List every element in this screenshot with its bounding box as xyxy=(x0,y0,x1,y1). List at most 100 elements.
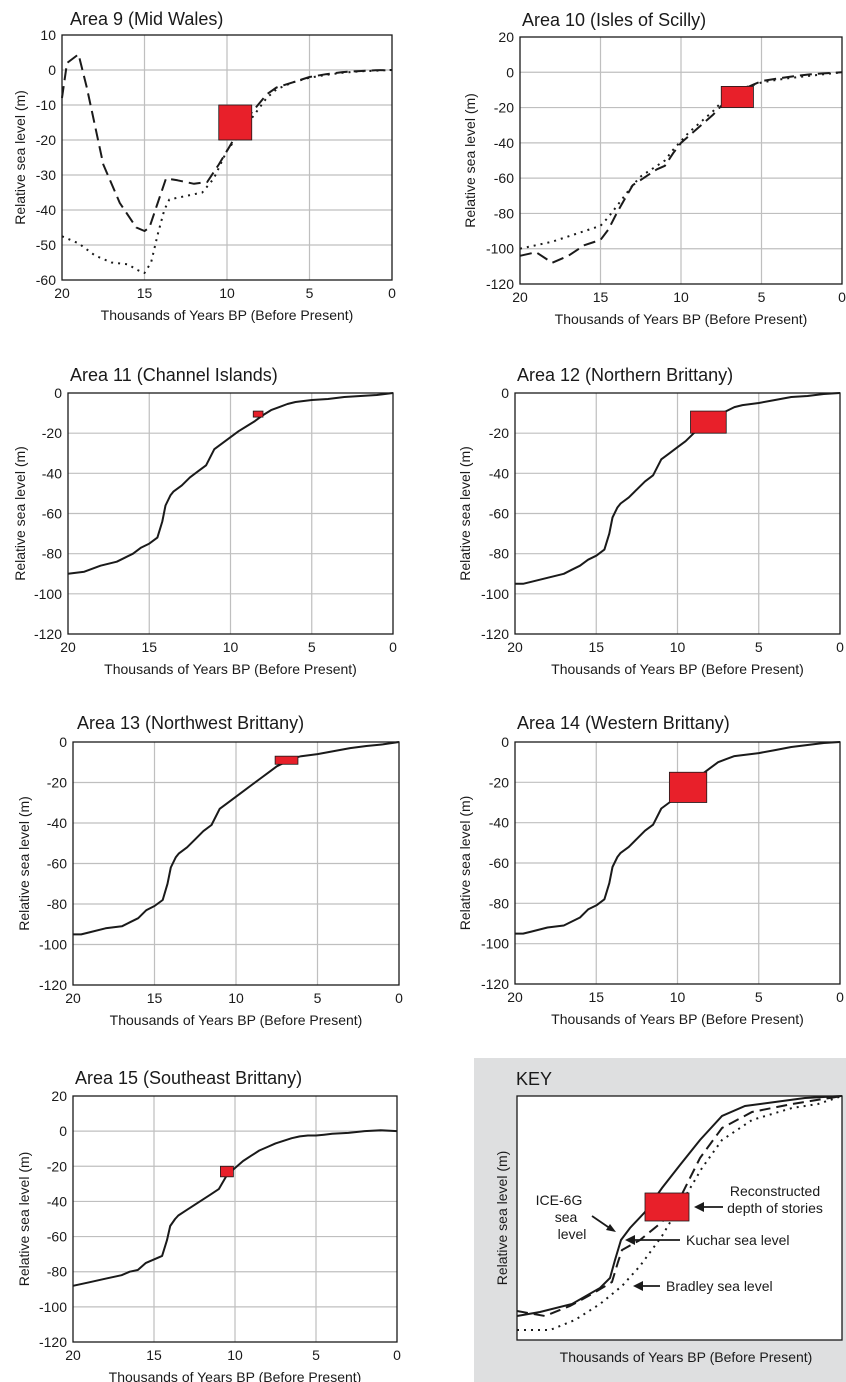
x-axis-label: Thousands of Years BP (Before Present) xyxy=(551,661,804,677)
series-line-solid xyxy=(73,741,400,936)
y-tick-label: 0 xyxy=(48,62,56,78)
reconstructed-depth-box xyxy=(252,410,264,418)
y-tick-label: -60 xyxy=(47,1229,67,1245)
x-axis-label: Thousands of Years BP (Before Present) xyxy=(551,1011,804,1027)
key-red-box xyxy=(644,1192,690,1222)
y-tick-label: -40 xyxy=(47,815,67,831)
y-tick-label: 0 xyxy=(501,385,509,401)
series-line-solid xyxy=(72,1129,398,1287)
series-line-dotted xyxy=(519,71,843,250)
x-tick-label: 5 xyxy=(755,639,763,655)
chart-title: Area 9 (Mid Wales) xyxy=(70,9,223,29)
x-tick-label: 10 xyxy=(670,639,686,655)
chart-title: Area 12 (Northern Brittany) xyxy=(517,365,733,385)
y-tick-label: -10 xyxy=(36,97,56,113)
y-axis-label: Relative sea level (m) xyxy=(457,446,473,581)
plot-frame xyxy=(519,36,843,285)
reconstructed-depth-box xyxy=(220,1165,234,1178)
y-tick-label: -60 xyxy=(36,272,56,288)
y-tick-label: -120 xyxy=(481,976,509,992)
x-tick-label: 0 xyxy=(388,285,396,301)
x-tick-label: 15 xyxy=(141,639,157,655)
x-tick-label: 0 xyxy=(389,639,397,655)
y-tick-label: -40 xyxy=(47,1193,67,1209)
chart-title: Area 13 (Northwest Brittany) xyxy=(77,713,304,733)
plot-frame xyxy=(67,392,394,635)
x-tick-label: 0 xyxy=(838,289,846,305)
plot-frame xyxy=(514,392,841,635)
plot-frame xyxy=(72,741,400,986)
y-axis-label: Relative sea level (m) xyxy=(16,796,32,931)
reconstructed-depth-box xyxy=(668,771,708,803)
key-ice6g-arrow xyxy=(591,1215,612,1230)
y-tick-label: -40 xyxy=(489,815,509,831)
y-tick-label: -60 xyxy=(489,506,509,522)
x-tick-label: 5 xyxy=(312,1347,320,1363)
y-tick-label: -80 xyxy=(489,546,509,562)
y-tick-label: -120 xyxy=(34,626,62,642)
key-kuchar-label: Kuchar sea level xyxy=(686,1232,790,1248)
y-tick-label: -40 xyxy=(489,465,509,481)
chart-title: Area 14 (Western Brittany) xyxy=(517,713,730,733)
y-tick-label: -100 xyxy=(481,936,509,952)
plot-frame xyxy=(61,34,393,281)
x-tick-label: 15 xyxy=(588,639,604,655)
y-tick-label: 20 xyxy=(498,29,514,45)
y-tick-label: -40 xyxy=(42,465,62,481)
series-line-solid xyxy=(67,392,394,575)
x-axis-label: Thousands of Years BP (Before Present) xyxy=(101,307,354,323)
y-tick-label: -80 xyxy=(42,546,62,562)
y-tick-label: -80 xyxy=(489,895,509,911)
y-tick-label: -100 xyxy=(486,241,514,257)
y-tick-label: -80 xyxy=(47,1264,67,1280)
key-bradley-arrowhead xyxy=(633,1281,643,1291)
plot-frame xyxy=(72,1095,398,1343)
x-axis-label: Thousands of Years BP (Before Present) xyxy=(555,311,808,327)
x-tick-label: 10 xyxy=(228,990,244,1006)
y-axis-label: Relative sea level (m) xyxy=(16,1152,32,1287)
y-axis-label: Relative sea level (m) xyxy=(462,93,478,228)
x-tick-label: 10 xyxy=(223,639,239,655)
key-bradley-label: Bradley sea level xyxy=(666,1278,773,1294)
x-tick-label: 15 xyxy=(593,289,609,305)
y-tick-label: -80 xyxy=(47,896,67,912)
y-tick-label: -20 xyxy=(489,425,509,441)
plot-frame xyxy=(514,741,841,985)
chart-title: Area 15 (Southeast Brittany) xyxy=(75,1068,302,1088)
x-tick-label: 10 xyxy=(670,989,686,1005)
chart-title: Area 11 (Channel Islands) xyxy=(70,365,278,385)
y-axis-label: Relative sea level (m) xyxy=(12,90,28,225)
key-kuchar-arrowhead xyxy=(625,1235,635,1245)
y-axis-label: Relative sea level (m) xyxy=(12,446,28,581)
x-tick-label: 5 xyxy=(755,989,763,1005)
y-tick-label: 20 xyxy=(51,1088,67,1104)
y-tick-label: 0 xyxy=(501,734,509,750)
key-ice6g-label-3: level xyxy=(558,1226,587,1242)
y-tick-label: -120 xyxy=(39,977,67,993)
y-tick-label: -30 xyxy=(36,167,56,183)
y-tick-label: 0 xyxy=(54,385,62,401)
x-tick-label: 0 xyxy=(393,1347,401,1363)
key-reconstructed-label-2: depth of stories xyxy=(727,1200,823,1216)
series-line-dashed xyxy=(519,71,843,264)
x-tick-label: 10 xyxy=(673,289,689,305)
y-tick-label: -120 xyxy=(481,626,509,642)
x-tick-label: 20 xyxy=(65,990,81,1006)
x-tick-label: 15 xyxy=(147,990,163,1006)
y-tick-label: 0 xyxy=(59,734,67,750)
x-tick-label: 0 xyxy=(395,990,403,1006)
key-reconstructed-label-1: Reconstructed xyxy=(730,1183,820,1199)
y-tick-label: -100 xyxy=(481,586,509,602)
x-tick-label: 5 xyxy=(758,289,766,305)
x-tick-label: 5 xyxy=(308,639,316,655)
x-tick-label: 20 xyxy=(54,285,70,301)
x-tick-label: 15 xyxy=(137,285,153,301)
y-tick-label: -20 xyxy=(47,775,67,791)
reconstructed-depth-box xyxy=(274,755,299,765)
key-ice6g-label-1: ICE-6G xyxy=(536,1192,583,1208)
key-ice6g-arrowhead xyxy=(606,1224,616,1232)
